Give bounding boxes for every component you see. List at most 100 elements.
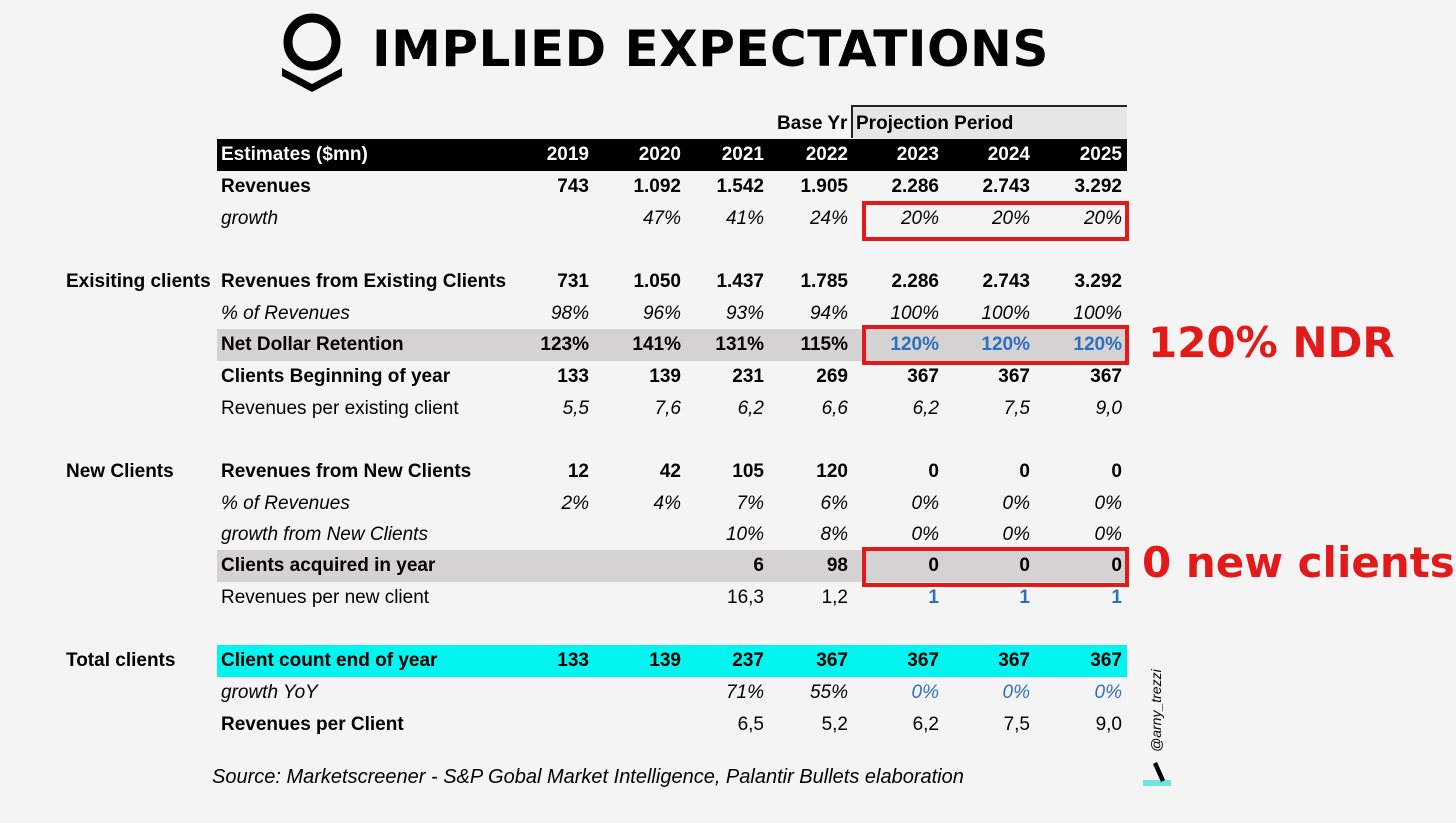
year-header-2019: 2019 [546, 144, 589, 165]
cell-rev_per_existing-2020: 7,6 [654, 398, 681, 419]
row-label-growth_yoy: growth YoY [221, 682, 318, 703]
row-label-growth_new: growth from New Clients [221, 524, 428, 545]
cell-client_count-2023: 367 [907, 650, 939, 671]
cell-growth_yoy-2021: 71% [725, 682, 764, 703]
section-label-existing: Exisiting clients [66, 271, 211, 292]
section-label-new: New Clients [66, 461, 174, 482]
cell-ndr-2020: 141% [632, 334, 681, 355]
cell-ndr-2025: 120% [1073, 334, 1122, 355]
cell-rev_new-2022: 120 [816, 461, 848, 482]
cell-rev_per_existing-2025: 9,0 [1095, 398, 1122, 419]
cell-rev_new-2024: 0 [1019, 461, 1030, 482]
cell-growth_new-2023: 0% [911, 524, 939, 545]
row-label-revenues: Revenues [221, 176, 311, 197]
ndr-row-bar [217, 329, 1127, 361]
year-header-2024: 2024 [987, 144, 1030, 165]
cell-growth_yoy-2022: 55% [809, 682, 848, 703]
cell-rev_new-2020: 42 [659, 461, 681, 482]
cell-pct_new-2022: 6% [820, 493, 848, 514]
cell-ndr-2022: 115% [800, 334, 848, 355]
row-label-pct_new: % of Revenues [221, 493, 350, 514]
row-label-rev_per_client: Revenues per Client [221, 714, 404, 735]
cell-revenues-2020: 1.092 [633, 176, 681, 197]
cell-revenues-2021: 1.542 [716, 176, 764, 197]
cell-client_count-2019: 133 [557, 650, 589, 671]
cell-growth-2020: 47% [642, 208, 681, 229]
cell-client_count-2025: 367 [1090, 650, 1122, 671]
cell-ndr-2019: 123% [540, 334, 589, 355]
cell-acquired-2025: 0 [1111, 555, 1122, 576]
cell-rev_existing-2022: 1.785 [800, 271, 848, 292]
cell-rev_per_client-2021: 6,5 [737, 714, 764, 735]
cell-rev_new-2019: 12 [567, 461, 589, 482]
year-header-2021: 2021 [721, 144, 764, 165]
cell-client_count-2020: 139 [649, 650, 681, 671]
client-count-row-bar [217, 645, 1127, 677]
cell-growth-2022: 24% [809, 208, 848, 229]
cell-clients_begin-2021: 231 [732, 366, 764, 387]
cell-growth_new-2022: 8% [820, 524, 848, 545]
cell-revenues-2025: 3.292 [1074, 176, 1122, 197]
cell-client_count-2024: 367 [998, 650, 1030, 671]
cell-acquired-2024: 0 [1019, 555, 1030, 576]
row-label-acquired: Clients acquired in year [221, 555, 436, 576]
cell-pct_new-2019: 2% [561, 493, 589, 514]
cell-rev_per_new-2022: 1,2 [821, 587, 848, 608]
cell-clients_begin-2022: 269 [816, 366, 848, 387]
cell-pct_new-2024: 0% [1002, 493, 1030, 514]
cell-rev_per_existing-2021: 6,2 [737, 398, 764, 419]
cell-rev_existing-2020: 1.050 [633, 271, 681, 292]
cell-ndr-2021: 131% [715, 334, 764, 355]
cell-rev_per_client-2025: 9,0 [1095, 714, 1122, 735]
cell-rev_existing-2025: 3.292 [1074, 271, 1122, 292]
row-label-rev_per_existing: Revenues per existing client [221, 398, 459, 419]
cell-revenues-2019: 743 [557, 176, 589, 197]
cell-rev_new-2021: 105 [732, 461, 764, 482]
cell-pct_new-2020: 4% [653, 493, 681, 514]
cell-pct_existing-2022: 94% [809, 303, 848, 324]
header-bar [217, 139, 1127, 171]
cell-rev_per_client-2024: 7,5 [1003, 714, 1030, 735]
cell-growth_yoy-2023: 0% [911, 682, 939, 703]
cell-pct_existing-2020: 96% [642, 303, 681, 324]
cell-ndr-2024: 120% [981, 334, 1030, 355]
cell-growth-2025: 20% [1083, 208, 1122, 229]
cell-pct_existing-2024: 100% [981, 303, 1030, 324]
year-header-2022: 2022 [805, 144, 848, 165]
row-label-pct_existing: % of Revenues [221, 303, 350, 324]
year-header-2025: 2025 [1079, 144, 1122, 165]
row-label-rev_per_new: Revenues per new client [221, 587, 430, 608]
cell-growth_new-2021: 10% [725, 524, 764, 545]
row-label-clients_begin: Clients Beginning of year [221, 366, 451, 387]
cell-pct_existing-2025: 100% [1073, 303, 1122, 324]
cell-clients_begin-2024: 367 [998, 366, 1030, 387]
projection-period-box [851, 105, 1127, 138]
cell-rev_existing-2019: 731 [557, 271, 589, 292]
cell-clients_begin-2023: 367 [907, 366, 939, 387]
cell-growth_new-2025: 0% [1094, 524, 1122, 545]
cell-revenues-2023: 2.286 [891, 176, 939, 197]
cell-revenues-2024: 2.743 [982, 176, 1030, 197]
cell-pct_existing-2021: 93% [725, 303, 764, 324]
cell-revenues-2022: 1.905 [800, 176, 848, 197]
cell-pct_new-2023: 0% [911, 493, 939, 514]
cell-pct_new-2025: 0% [1094, 493, 1122, 514]
cell-acquired-2023: 0 [928, 555, 939, 576]
cell-ndr-2023: 120% [890, 334, 939, 355]
cell-pct_new-2021: 7% [736, 493, 764, 514]
source-note: Source: Marketscreener - S&P Gobal Marke… [212, 766, 964, 788]
cell-rev_per_client-2022: 5,2 [821, 714, 848, 735]
page-title: IMPLIED EXPECTATIONS [372, 20, 1049, 78]
new-clients-highlight-box [862, 547, 1129, 587]
cell-rev_new-2023: 0 [928, 461, 939, 482]
cell-rev_per_existing-2019: 5,5 [562, 398, 589, 419]
cell-clients_begin-2025: 367 [1090, 366, 1122, 387]
row-label-client_count: Client count end of year [221, 650, 438, 671]
cell-rev_existing-2024: 2.743 [982, 271, 1030, 292]
cell-rev_existing-2023: 2.286 [891, 271, 939, 292]
cell-growth-2024: 20% [991, 208, 1030, 229]
projection-period-label: Projection Period [856, 113, 1014, 134]
cell-rev_per_new-2021: 16,3 [727, 587, 764, 608]
cell-rev_per_new-2024: 1 [1019, 587, 1030, 608]
cell-acquired-2021: 6 [753, 555, 764, 576]
